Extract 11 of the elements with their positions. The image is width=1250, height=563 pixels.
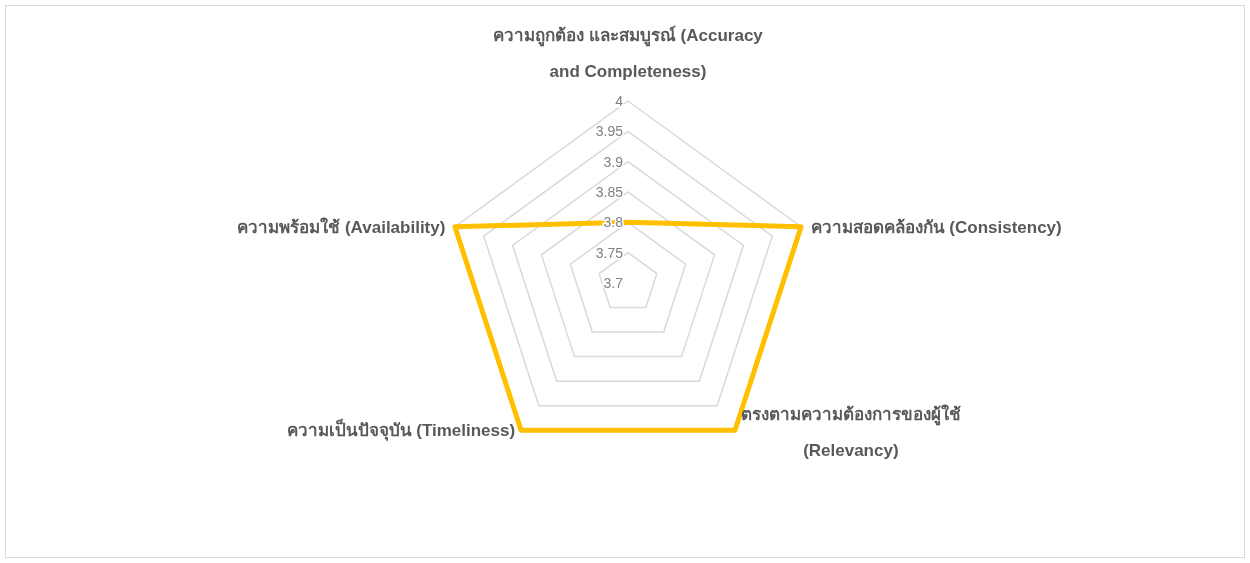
y-tick-label: 3.95 <box>595 123 624 140</box>
spoke-label: ความพร้อมใช้ (Availability) <box>237 216 446 237</box>
y-tick-label: 3.85 <box>595 184 624 200</box>
spoke-label: ความถูกต้อง และสมบูรณ์ (Accuracy and Completeness) <box>493 25 764 81</box>
y-tick-label: 4 <box>615 93 624 109</box>
spoke-label: ความเป็นปัจจุบัน (Timeliness) <box>286 418 516 442</box>
spoke-label: ตรงตามความต้องการของผู้ใช้ (Relevancy) <box>740 404 961 461</box>
spoke-label: ความสอดคล้องกัน (Consistency) <box>810 217 1062 237</box>
y-tick-label: 3.9 <box>603 153 624 170</box>
y-tick-label: 3.7 <box>603 275 624 291</box>
y-tick-label: 3.75 <box>595 244 624 261</box>
